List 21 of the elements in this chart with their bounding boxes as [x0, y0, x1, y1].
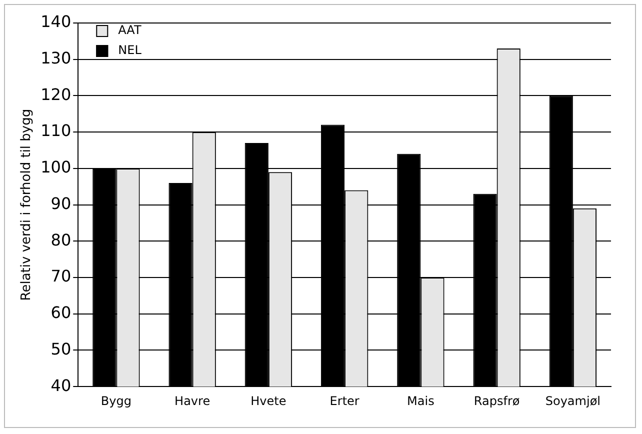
x-tick-label: Erter [330, 394, 360, 408]
y-tick-label: 100 [40, 158, 72, 177]
legend-label: AAT [118, 23, 142, 38]
y-tick-label: 90 [50, 194, 72, 213]
y-tick-label: 50 [50, 339, 72, 358]
x-tick-label: Hvete [250, 394, 286, 408]
x-tick-label: Soyamjøl [545, 394, 600, 408]
y-tick-label: 120 [40, 84, 72, 104]
y-tick-label: 110 [40, 121, 72, 140]
y-tick-label: 40 [50, 376, 72, 395]
y-tick-label: 60 [50, 303, 72, 322]
y-tick-label: 80 [50, 230, 72, 250]
x-tick-label: Bygg [100, 394, 132, 408]
y-tick-label: 140 [40, 12, 72, 32]
y-tick-label: 70 [50, 266, 72, 286]
x-tick-label: Mais [407, 394, 434, 408]
y-tick-label: 130 [40, 48, 72, 68]
x-tick-label: Rapsfrø [474, 394, 520, 408]
y-axis-title: Relativ verdi i forhold til bygg [19, 108, 34, 301]
x-tick-label: Havre [174, 394, 210, 408]
legend-label: NEL [118, 43, 142, 58]
